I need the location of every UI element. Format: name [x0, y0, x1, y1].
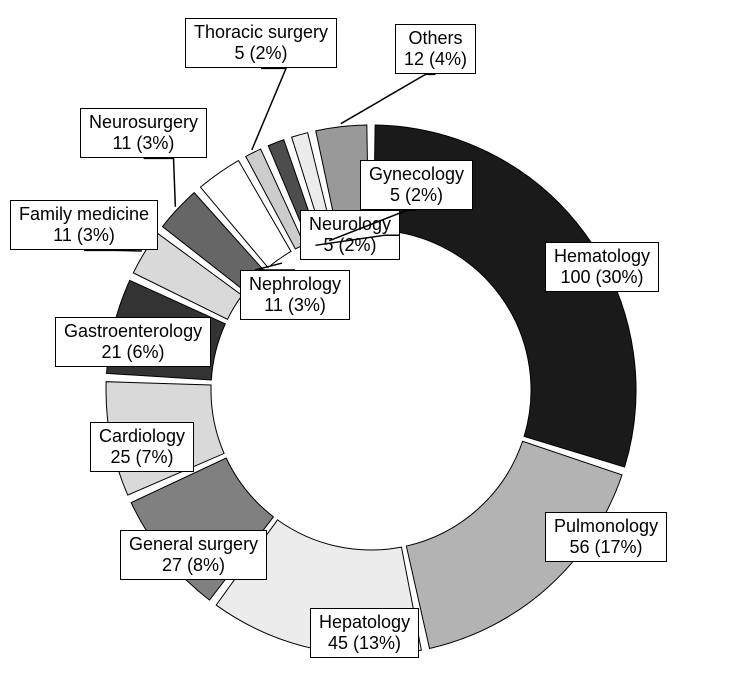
label-value: 56 (17%) [554, 537, 658, 558]
label-name: Cardiology [99, 426, 185, 447]
label-hepatology: Hepatology45 (13%) [310, 608, 419, 658]
label-general-surgery: General surgery27 (8%) [120, 530, 267, 580]
label-others: Others12 (4%) [395, 24, 476, 74]
label-value: 21 (6%) [64, 342, 202, 363]
label-name: Others [404, 28, 467, 49]
label-gynecology: Gynecology5 (2%) [360, 160, 473, 210]
label-name: Hepatology [319, 612, 410, 633]
label-nephrology: Nephrology11 (3%) [240, 270, 350, 320]
label-value: 25 (7%) [99, 447, 185, 468]
label-value: 45 (13%) [319, 633, 410, 654]
donut-chart: Hematology100 (30%) Pulmonology56 (17%) He… [0, 0, 742, 699]
label-value: 5 (2%) [369, 185, 464, 206]
label-neurology: Neurology5 (2%) [300, 210, 400, 260]
label-value: 12 (4%) [404, 49, 467, 70]
label-cardiology: Cardiology25 (7%) [90, 422, 194, 472]
label-value: 27 (8%) [129, 555, 258, 576]
label-name: Thoracic surgery [194, 22, 328, 43]
label-value: 5 (2%) [309, 235, 391, 256]
label-name: Pulmonology [554, 516, 658, 537]
label-family-medicine: Family medicine11 (3%) [10, 200, 158, 250]
label-value: 11 (3%) [249, 295, 341, 316]
label-gastroenterology: Gastroenterology21 (6%) [55, 317, 211, 367]
label-value: 100 (30%) [554, 267, 650, 288]
label-name: Family medicine [19, 204, 149, 225]
label-thoracic-surgery: Thoracic surgery5 (2%) [185, 18, 337, 68]
label-value: 11 (3%) [89, 133, 198, 154]
label-name: General surgery [129, 534, 258, 555]
label-pulmonology: Pulmonology56 (17%) [545, 512, 667, 562]
label-value: 11 (3%) [19, 225, 149, 246]
label-value: 5 (2%) [194, 43, 328, 64]
label-hematology: Hematology100 (30%) [545, 242, 659, 292]
label-name: Gastroenterology [64, 321, 202, 342]
label-name: Gynecology [369, 164, 464, 185]
label-name: Neurology [309, 214, 391, 235]
label-name: Nephrology [249, 274, 341, 295]
label-name: Hematology [554, 246, 650, 267]
label-name: Neurosurgery [89, 112, 198, 133]
label-neurosurgery: Neurosurgery11 (3%) [80, 108, 207, 158]
